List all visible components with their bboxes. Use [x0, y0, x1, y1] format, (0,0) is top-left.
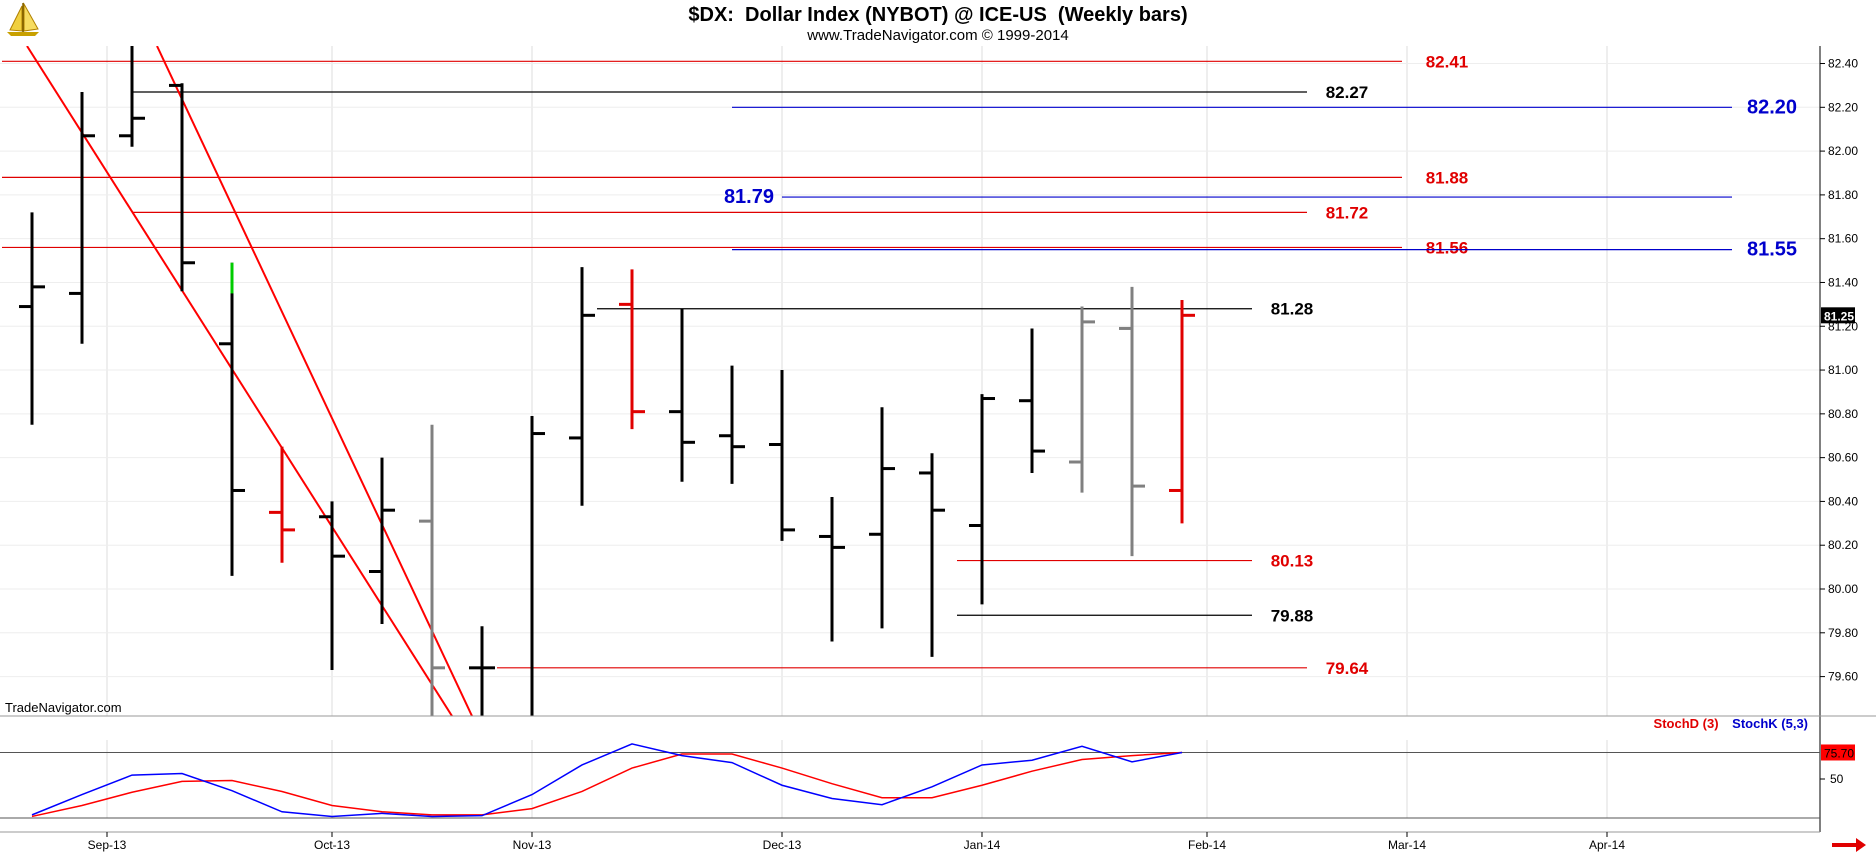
scroll-right-arrow-icon	[1832, 838, 1866, 852]
watermark-text: TradeNavigator.com	[5, 700, 122, 715]
copyright-text: www.TradeNavigator.com © 1999-2014	[807, 27, 1069, 44]
level-label: 81.56	[1426, 238, 1469, 257]
stoch-tick-label: 50	[1830, 772, 1844, 786]
y-tick-label: 81.00	[1828, 363, 1858, 377]
level-label: 79.64	[1326, 659, 1369, 678]
level-label: 81.28	[1271, 300, 1314, 319]
y-tick-label: 81.80	[1828, 188, 1858, 202]
level-label: 80.13	[1271, 552, 1314, 571]
y-tick-label: 80.60	[1828, 451, 1858, 465]
last-price-label: 81.25	[1824, 309, 1854, 323]
gridlines	[0, 46, 1820, 818]
y-tick-label: 82.20	[1828, 100, 1858, 114]
level-label: 82.41	[1426, 52, 1469, 71]
stochk-legend: StochK (5,3)	[1732, 716, 1808, 731]
y-tick-label: 79.80	[1828, 626, 1858, 640]
x-tick-label: Jan-14	[964, 838, 1001, 852]
y-tick-label: 82.40	[1828, 57, 1858, 71]
level-label: 81.88	[1426, 168, 1469, 187]
level-label: 82.27	[1326, 83, 1369, 102]
x-tick-label: Nov-13	[513, 838, 552, 852]
stoch-marker	[1821, 744, 1855, 761]
level-label: 81.79	[724, 186, 774, 208]
horizontal-levels: 82.41 82.27 82.20 81.88 81.79 81.72 81.56 81.55…	[2, 52, 1797, 678]
stochastic-panel: 50 75.70	[0, 743, 1855, 819]
y-tick-label: 79.60	[1828, 670, 1858, 684]
last-price-marker	[1821, 307, 1855, 324]
trendlines	[26, 46, 473, 716]
y-tick-label: 81.60	[1828, 232, 1858, 246]
x-tick-label: Dec-13	[763, 838, 802, 852]
y-tick-label: 80.40	[1828, 494, 1858, 508]
x-axis: Sep-13 Oct-13 Nov-13 Dec-13 Jan-14 Feb-14 Mar-…	[88, 832, 1866, 852]
x-tick-label: Apr-14	[1589, 838, 1625, 852]
stochd-legend: StochD (3)	[1653, 716, 1719, 731]
x-tick-label: Sep-13	[88, 838, 127, 852]
level-label: 79.88	[1271, 606, 1314, 625]
stoch-marker-label: 75.70	[1824, 746, 1854, 760]
x-tick-label: Oct-13	[314, 838, 350, 852]
y-tick-label: 81.40	[1828, 275, 1858, 289]
y-tick-label: 82.00	[1828, 144, 1858, 158]
y-tick-label: 80.00	[1828, 582, 1858, 596]
x-tick-label: Mar-14	[1388, 838, 1426, 852]
indicator-legend: StochD (3) StochK (5,3)	[1654, 716, 1808, 731]
stochd-line	[31, 751, 1183, 818]
axes: 82.4082.2082.0081.8081.6081.4081.2081.00…	[0, 46, 1876, 833]
chart-header: $DX: Dollar Index (NYBOT) @ ICE-US (Week…	[0, 0, 1876, 46]
level-label: 82.20	[1747, 96, 1797, 118]
trendline	[26, 46, 453, 716]
level-label: 81.55	[1747, 239, 1797, 261]
x-tick-label: Feb-14	[1188, 838, 1226, 852]
stochk-line	[31, 743, 1183, 818]
y-tick-label: 80.80	[1828, 407, 1858, 421]
y-tick-label: 80.20	[1828, 538, 1858, 552]
chart-title: $DX: Dollar Index (NYBOT) @ ICE-US (Week…	[688, 4, 1188, 26]
price-bars	[19, 46, 1195, 716]
trendline	[156, 46, 473, 716]
level-label: 81.72	[1326, 203, 1369, 222]
